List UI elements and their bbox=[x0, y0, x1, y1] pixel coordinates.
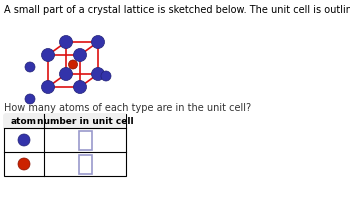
Text: number in unit cell: number in unit cell bbox=[37, 117, 133, 126]
Circle shape bbox=[25, 95, 35, 104]
Circle shape bbox=[25, 63, 35, 73]
Text: atom: atom bbox=[11, 117, 37, 126]
Bar bbox=[78, 155, 91, 174]
Circle shape bbox=[91, 68, 105, 81]
Circle shape bbox=[74, 81, 86, 94]
Circle shape bbox=[42, 49, 55, 62]
Circle shape bbox=[60, 36, 72, 49]
Circle shape bbox=[60, 68, 72, 81]
Bar bbox=[78, 131, 91, 150]
Circle shape bbox=[74, 49, 86, 62]
Bar bbox=[4, 114, 126, 176]
Circle shape bbox=[69, 61, 77, 70]
Text: A small part of a crystal lattice is sketched below. The unit cell is outlined i: A small part of a crystal lattice is ske… bbox=[4, 5, 350, 15]
Circle shape bbox=[18, 158, 30, 170]
Circle shape bbox=[42, 81, 55, 94]
Circle shape bbox=[101, 72, 111, 82]
Circle shape bbox=[18, 134, 30, 146]
Bar bbox=[4, 114, 126, 128]
Circle shape bbox=[91, 36, 105, 49]
Text: How many atoms of each type are in the unit cell?: How many atoms of each type are in the u… bbox=[4, 102, 251, 112]
